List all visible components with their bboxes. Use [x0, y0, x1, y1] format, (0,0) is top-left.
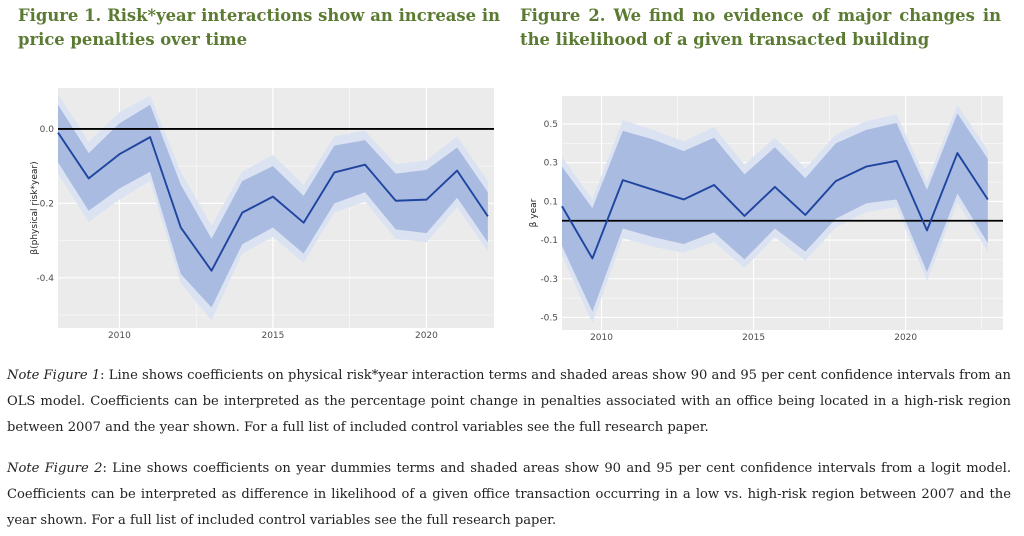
figure1-xtick-label: 2020: [415, 331, 438, 341]
figure2-note-text: : Line shows coefficients on year dummie…: [7, 461, 1012, 528]
figure2-ytick-label: -0.3: [540, 275, 558, 285]
figure2-ytick-label: 0.3: [544, 159, 558, 169]
figure1-ylabel: β(physical risk*year): [30, 161, 40, 254]
figure2-note: Note Figure 2: Line shows coefficients o…: [7, 456, 1011, 534]
figure2-note-label: Note Figure 2: [7, 461, 103, 476]
figure1-note-label: Note Figure 1: [7, 368, 101, 383]
figure2-xtick-label: 2015: [742, 333, 765, 343]
figure1-xtick-label: 2010: [108, 331, 131, 341]
figure2-chart: 0.5 0.3 0.1 -0.1 -0.3 -0.5 2010 2015 2020 β year: [529, 96, 1003, 343]
figure1-ytick-label: 0.0: [40, 125, 55, 135]
figure2-ytick-label: -0.5: [540, 313, 558, 323]
figure1-title: Figure 1. Risk*year interactions show an…: [18, 6, 500, 49]
figure1-note: Note Figure 1: Line shows coefficients o…: [7, 363, 1011, 441]
figure2-xtick-label: 2020: [894, 333, 917, 343]
figure2-ytick-label: 0.1: [544, 197, 558, 207]
figure2-ytick-label: -0.1: [540, 236, 558, 246]
figure2-ytick-label: 0.5: [544, 120, 558, 130]
figure1-xtick-label: 2015: [261, 331, 284, 341]
figure1-ytick-label: -0.2: [36, 199, 54, 209]
figure1-ytick-label: -0.4: [36, 274, 54, 284]
figure1-chart: 0.0 -0.2 -0.4 2010 2015 2020 β(physical risk*y…: [30, 88, 494, 341]
figure2-title: Figure 2. We find no evidence of major c…: [520, 6, 1001, 49]
figure2-ylabel: β year: [529, 198, 539, 227]
figure2-xtick-label: 2010: [590, 333, 613, 343]
figure1-note-text: : Line shows coefficients on physical ri…: [7, 368, 1011, 435]
figure1-ci90-band: [58, 104, 488, 308]
